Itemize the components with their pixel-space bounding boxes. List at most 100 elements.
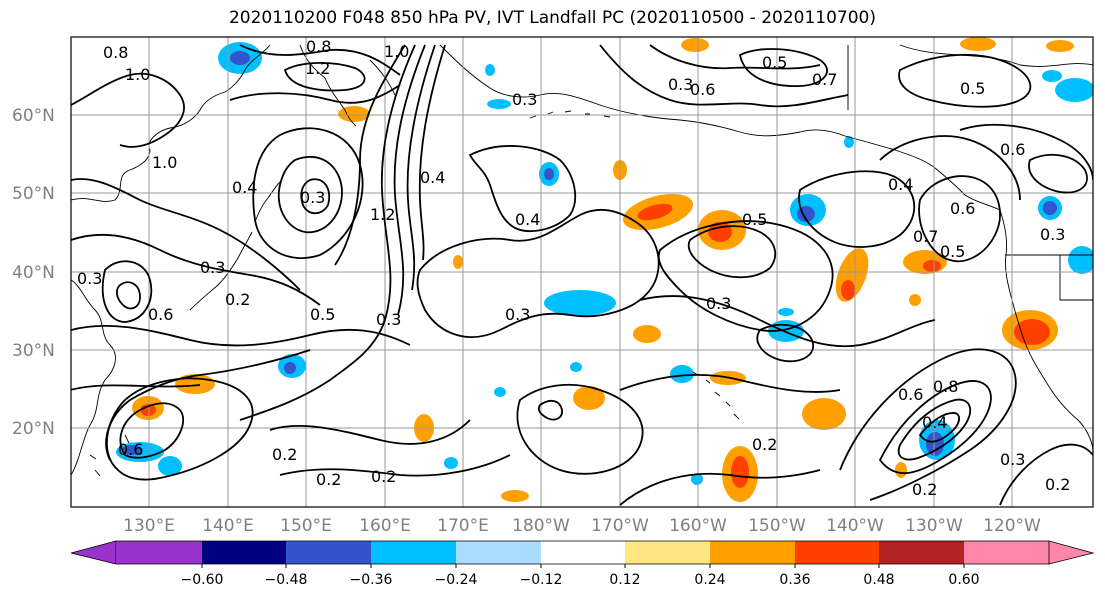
lon-label: 140°E bbox=[202, 516, 254, 536]
pv-contour bbox=[283, 62, 366, 92]
lon-label: 180°W bbox=[512, 516, 570, 536]
pv-contour bbox=[918, 175, 1001, 263]
negative-anomaly bbox=[158, 456, 182, 476]
contour-label: 0.5 bbox=[762, 53, 787, 72]
negative-anomaly bbox=[844, 136, 854, 148]
negative-anomaly bbox=[691, 473, 703, 485]
colorbar-segment bbox=[202, 541, 286, 564]
positive-anomaly bbox=[909, 294, 921, 306]
contour-label: 1.2 bbox=[370, 205, 395, 224]
negative-anomaly bbox=[1068, 246, 1093, 274]
contour-label: 0.8 bbox=[103, 43, 128, 62]
pv-contour bbox=[657, 220, 834, 332]
negative-anomaly-core bbox=[122, 445, 142, 455]
colorbar-segment bbox=[116, 541, 202, 564]
map-frame bbox=[70, 36, 1094, 508]
colorbar-tick-label: 0.60 bbox=[948, 572, 979, 588]
pv-contour bbox=[71, 384, 201, 391]
contour-label: 0.2 bbox=[371, 467, 396, 486]
pv-contour bbox=[418, 44, 446, 261]
contour-label: 0.2 bbox=[225, 290, 250, 309]
colorbar-tick-label: 0.24 bbox=[694, 572, 725, 588]
negative-anomaly-core bbox=[230, 51, 250, 65]
contour-label: 0.5 bbox=[960, 79, 985, 98]
positive-anomaly bbox=[960, 37, 996, 51]
pv-contour bbox=[416, 208, 660, 338]
negative-anomaly bbox=[444, 457, 458, 469]
negative-anomaly bbox=[1055, 78, 1093, 102]
negative-anomaly bbox=[670, 365, 694, 383]
contour-label: 0.3 bbox=[505, 305, 530, 324]
positive-anomaly bbox=[573, 386, 605, 410]
lon-label: 170°E bbox=[437, 516, 489, 536]
pv-contour bbox=[239, 44, 416, 421]
colorbar-tick-label: 0.36 bbox=[779, 572, 810, 588]
colorbar-tick-label: −0.24 bbox=[435, 572, 478, 588]
colorbar-segment bbox=[710, 541, 795, 564]
contour-label: 0.3 bbox=[512, 90, 537, 109]
pv-contour bbox=[619, 469, 821, 506]
contour-label: 0.2 bbox=[272, 445, 297, 464]
positive-anomaly-core bbox=[637, 203, 673, 221]
pv-contour bbox=[101, 260, 153, 323]
pv-contour bbox=[619, 373, 841, 393]
colorbar-segment bbox=[371, 541, 456, 564]
pv-contour bbox=[71, 325, 411, 347]
positive-anomaly bbox=[1046, 40, 1074, 52]
pv-contour bbox=[119, 402, 185, 459]
contour-label: 0.4 bbox=[888, 175, 913, 194]
lon-label: 130°E bbox=[123, 516, 175, 536]
contour-label: 0.2 bbox=[912, 480, 937, 499]
negative-anomaly bbox=[544, 290, 616, 316]
negative-anomaly bbox=[1042, 70, 1062, 82]
colorbar-segment bbox=[541, 541, 625, 564]
contour-label: 0.4 bbox=[922, 413, 947, 432]
lon-label: 170°W bbox=[591, 516, 649, 536]
pv-contour bbox=[252, 127, 364, 259]
pv-contour bbox=[639, 295, 936, 348]
pv-contour bbox=[878, 380, 992, 475]
negative-anomaly bbox=[487, 99, 511, 109]
map-panel: 0.8 1.0 0.8 1.2 1.0 0.3 0.6 0.5 0.7 0.5 … bbox=[71, 37, 1093, 507]
lon-label: 160°W bbox=[669, 516, 727, 536]
map-title: 2020110200 F048 850 hPa PV, IVT Landfall… bbox=[228, 8, 876, 28]
colorbar-tick-label: 0.48 bbox=[863, 572, 894, 588]
contour-label: 0.3 bbox=[200, 258, 225, 277]
colorbar-outline bbox=[116, 540, 1049, 565]
lat-label: 30°N bbox=[12, 341, 55, 361]
positive-anomaly bbox=[338, 106, 370, 122]
negative-anomaly-core bbox=[1043, 201, 1057, 215]
pv-contour bbox=[71, 178, 301, 291]
contour-label: 0.3 bbox=[376, 310, 401, 329]
contour-label: 0.6 bbox=[898, 385, 923, 404]
pv-contour bbox=[406, 44, 436, 291]
pv-contour bbox=[106, 377, 254, 481]
contour-label: 0.5 bbox=[940, 242, 965, 261]
pv-contour bbox=[229, 84, 401, 104]
contour-label: 0.5 bbox=[742, 210, 767, 229]
pv-contour bbox=[897, 398, 972, 461]
alaska-coastline bbox=[439, 44, 1001, 211]
contour-label: 0.6 bbox=[1000, 140, 1025, 159]
contour-label: 0.3 bbox=[1040, 225, 1065, 244]
negative-anomaly-core bbox=[926, 432, 944, 456]
canada-border bbox=[847, 44, 1093, 110]
pv-contour bbox=[918, 412, 961, 443]
pv-contour bbox=[1028, 153, 1088, 194]
contour-label: 0.4 bbox=[515, 210, 540, 229]
lon-label: 150°E bbox=[280, 516, 332, 536]
negative-anomaly bbox=[494, 387, 506, 397]
pv-contour bbox=[599, 44, 849, 108]
contour-label: 0.3 bbox=[668, 75, 693, 94]
positive-anomaly-core bbox=[923, 260, 941, 272]
negative-anomaly-core bbox=[544, 168, 554, 180]
pv-contour bbox=[300, 178, 330, 215]
contour-labels: 0.8 1.0 0.8 1.2 1.0 0.3 0.6 0.5 0.7 0.5 … bbox=[77, 37, 1070, 499]
lon-label: 160°E bbox=[359, 516, 411, 536]
lat-label: 50°N bbox=[12, 184, 55, 204]
positive-anomaly-core bbox=[731, 456, 749, 488]
contour-label: 0.2 bbox=[752, 435, 777, 454]
contour-label: 0.6 bbox=[118, 440, 143, 459]
pv-contour bbox=[537, 399, 563, 421]
pv-contour bbox=[393, 44, 426, 316]
